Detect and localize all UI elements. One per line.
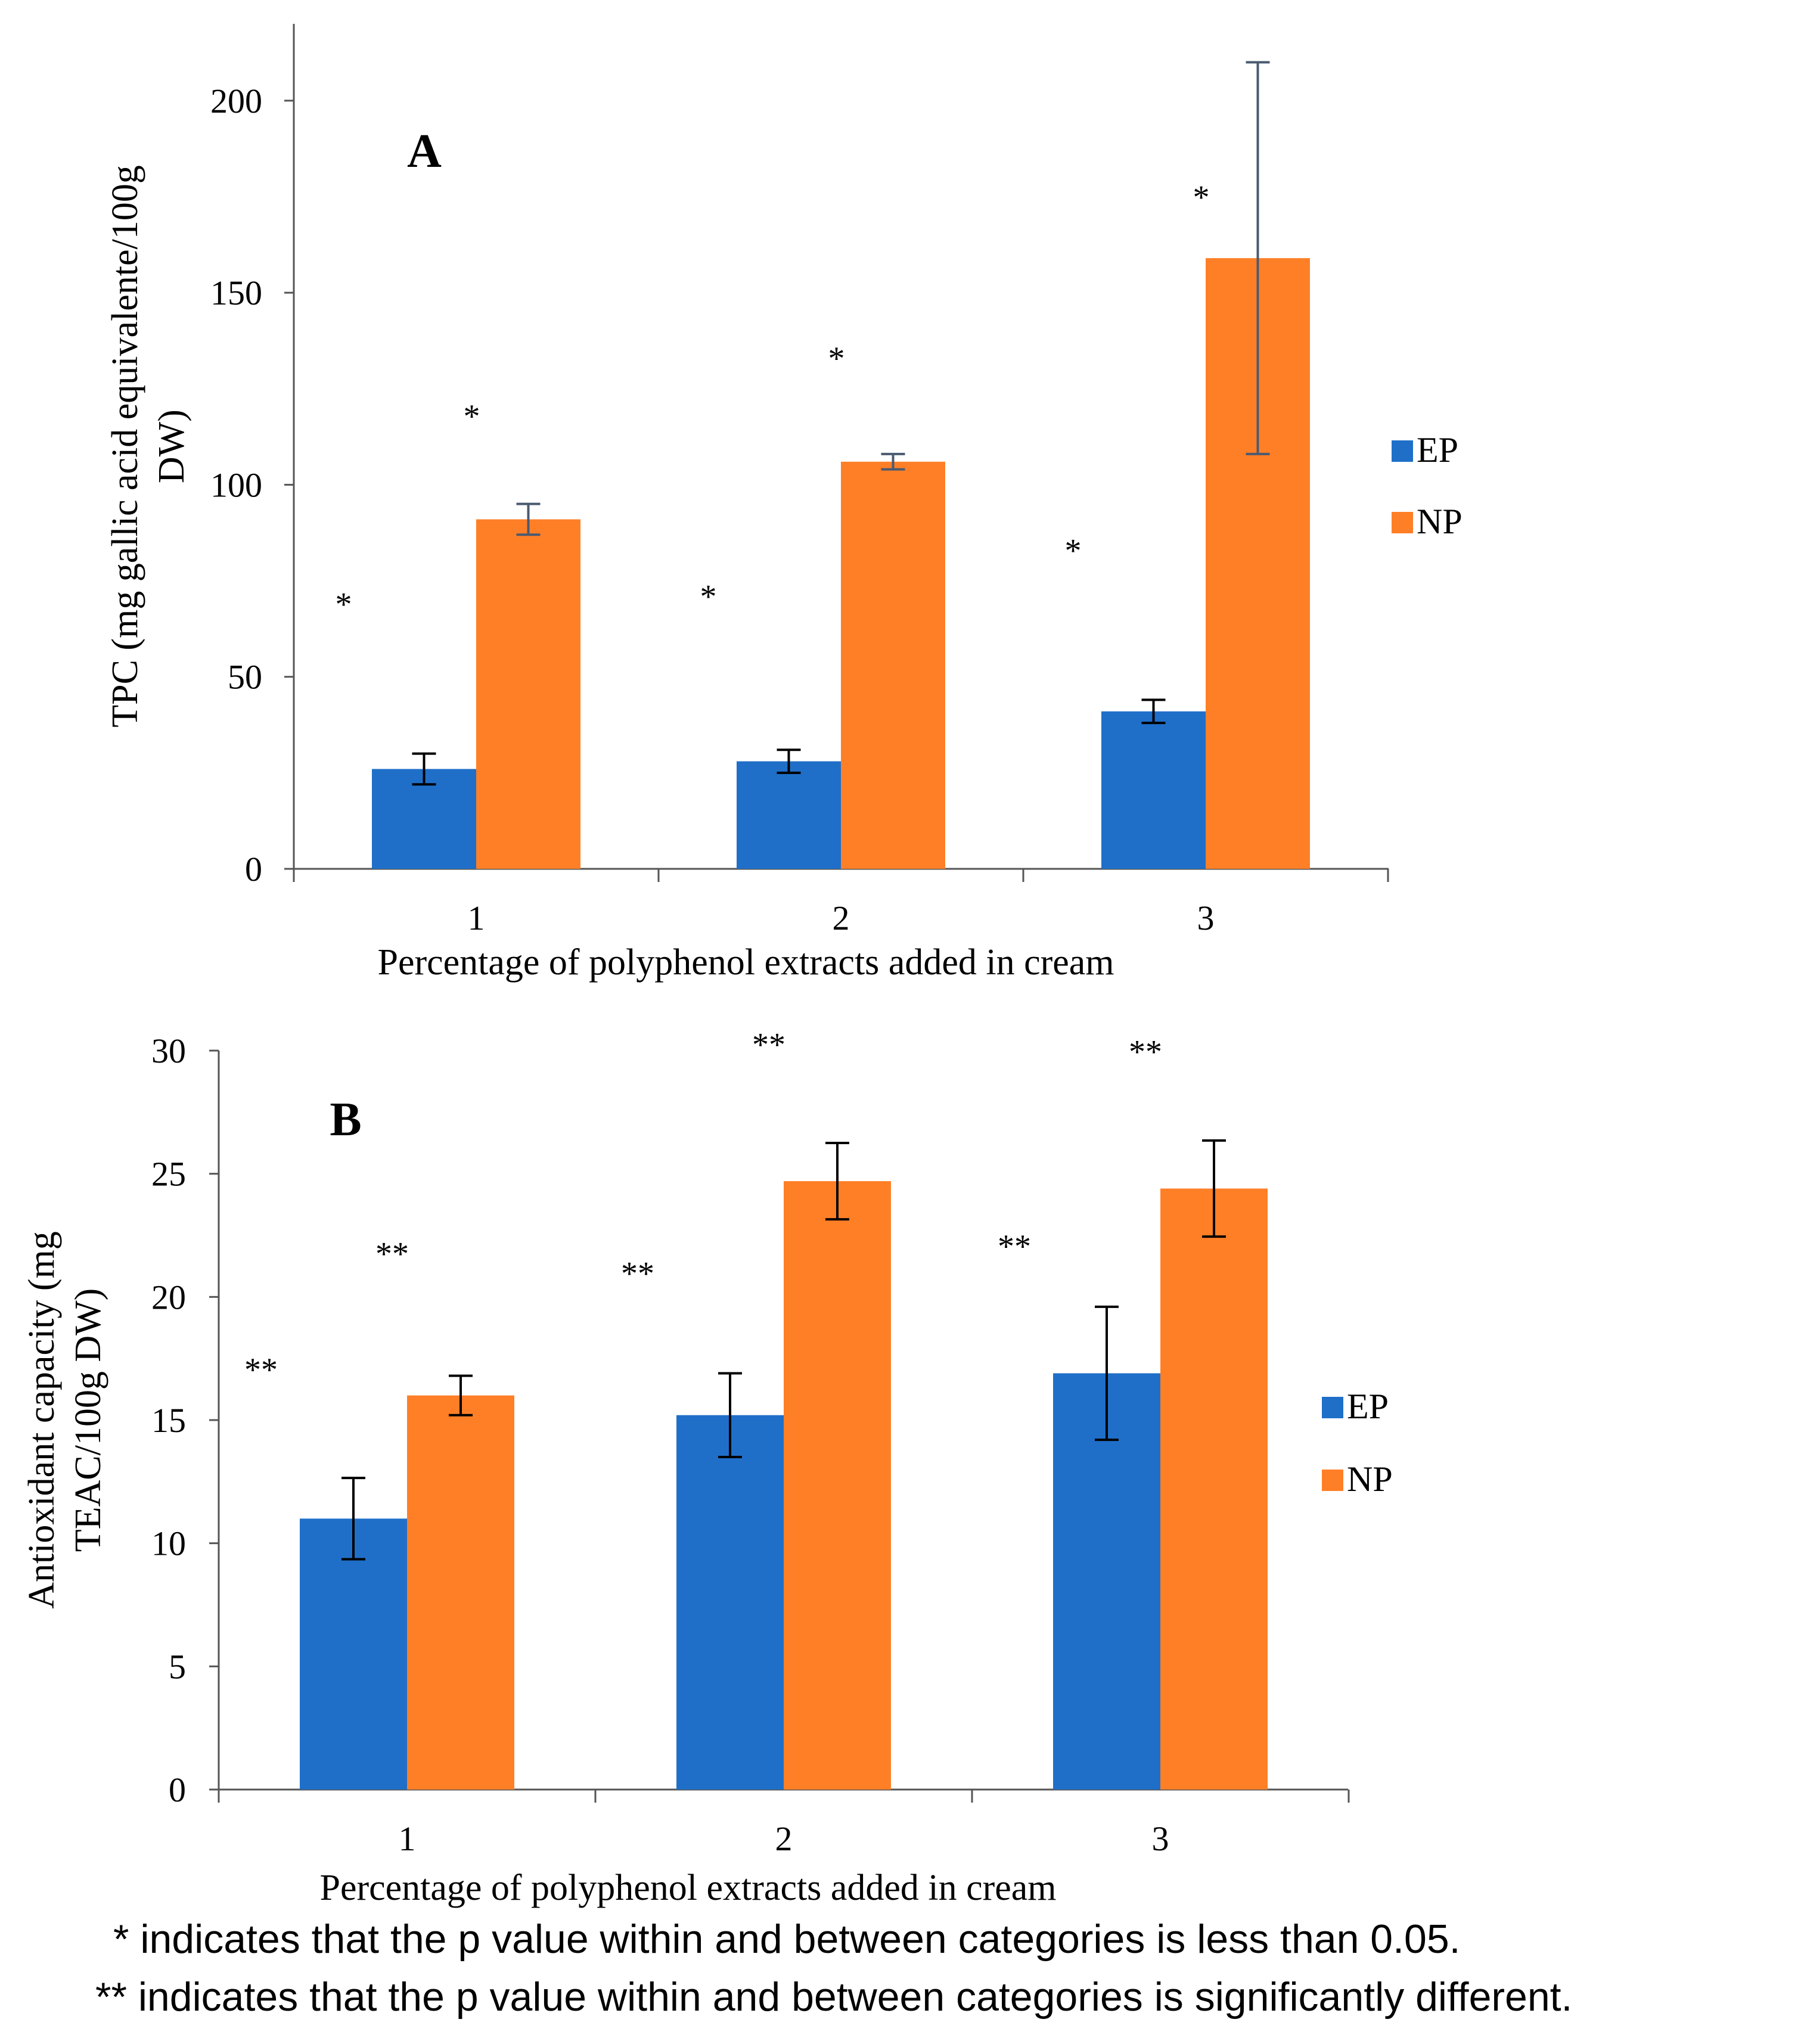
significance-mark: * bbox=[464, 398, 480, 435]
y-tick-label: 15 bbox=[151, 1401, 186, 1440]
legend-label-np: NP bbox=[1417, 502, 1463, 541]
x-tick-label: 2 bbox=[833, 899, 850, 937]
y-tick-label: 100 bbox=[210, 465, 262, 504]
significance-mark: ** bbox=[621, 1256, 654, 1293]
bar-np-1 bbox=[407, 1395, 514, 1790]
legend-label-np: NP bbox=[1347, 1459, 1393, 1499]
x-tick-label: 3 bbox=[1152, 1819, 1169, 1858]
y-axis-title-line-2: DW) bbox=[151, 409, 192, 483]
legend-swatch-np bbox=[1322, 1470, 1343, 1491]
legend-swatch-np bbox=[1392, 512, 1413, 533]
bar-np-1 bbox=[476, 519, 580, 869]
y-tick-label: 200 bbox=[210, 82, 262, 120]
y-tick-label: 0 bbox=[169, 1770, 186, 1809]
significance-mark: ** bbox=[1129, 1034, 1162, 1071]
y-tick-label: 5 bbox=[169, 1647, 186, 1686]
legend-swatch-ep bbox=[1322, 1397, 1343, 1418]
legend-swatch-ep bbox=[1392, 440, 1413, 462]
significance-mark: ** bbox=[375, 1236, 409, 1273]
panel-label: B bbox=[330, 1094, 361, 1146]
panel-label: A bbox=[407, 125, 442, 178]
footnote-double-asterisk: ** indicates that the p value within and… bbox=[95, 1974, 1573, 2020]
bar-ep-2 bbox=[676, 1415, 784, 1790]
bar-ep-2 bbox=[737, 761, 841, 869]
significance-mark: * bbox=[700, 579, 717, 616]
legend-label-ep: EP bbox=[1347, 1387, 1389, 1426]
y-tick-label: 10 bbox=[151, 1524, 186, 1563]
bar-np-3 bbox=[1160, 1188, 1268, 1790]
y-tick-label: 50 bbox=[228, 658, 262, 697]
x-tick-label: 1 bbox=[468, 899, 485, 937]
y-tick-label: 20 bbox=[151, 1278, 186, 1316]
y-axis-title-line-1: TPC (mg gallic acid equivalente/100g bbox=[105, 165, 145, 728]
legend-label-ep: EP bbox=[1417, 430, 1458, 470]
significance-mark: * bbox=[828, 340, 845, 377]
x-tick-label: 3 bbox=[1197, 899, 1215, 937]
bar-ep-1 bbox=[372, 769, 476, 869]
chart-b: 0 5 10 15 20 25 30 1 ** ** 2 ** ** 3 ** ** Antioxidant c… bbox=[21, 1026, 1393, 1908]
x-tick-label: 1 bbox=[399, 1819, 416, 1858]
bar-np-2 bbox=[784, 1181, 891, 1790]
significance-mark: * bbox=[1065, 532, 1082, 569]
significance-mark: * bbox=[336, 586, 352, 623]
x-axis-title: Percentage of polyphenol extracts added … bbox=[377, 942, 1114, 983]
y-tick-label: 25 bbox=[151, 1155, 186, 1194]
y-tick-label: 0 bbox=[245, 850, 262, 889]
x-tick-label: 2 bbox=[775, 1819, 793, 1858]
y-tick-label: 150 bbox=[210, 274, 262, 312]
x-axis-title: Percentage of polyphenol extracts added … bbox=[319, 1868, 1056, 1908]
bar-np-2 bbox=[841, 461, 945, 869]
y-axis-title-line-1: Antioxidant capacity (mg bbox=[21, 1231, 62, 1609]
y-tick-label: 30 bbox=[151, 1032, 186, 1070]
significance-mark: * bbox=[1193, 179, 1210, 216]
significance-mark: ** bbox=[752, 1026, 785, 1063]
bar-ep-1 bbox=[300, 1518, 407, 1790]
significance-mark: ** bbox=[244, 1352, 278, 1388]
bar-ep-3 bbox=[1053, 1373, 1160, 1790]
chart-a: 0 50 100 150 200 1 * * 2 * * 3 * * TPC (mg gallic acid… bbox=[105, 24, 1463, 983]
footnote-single-asterisk: * indicates that the p value within and … bbox=[113, 1916, 1461, 1962]
significance-mark: ** bbox=[998, 1228, 1031, 1265]
bar-ep-3 bbox=[1101, 711, 1206, 869]
y-axis-title-line-2: TEAC/100g DW) bbox=[68, 1288, 108, 1552]
